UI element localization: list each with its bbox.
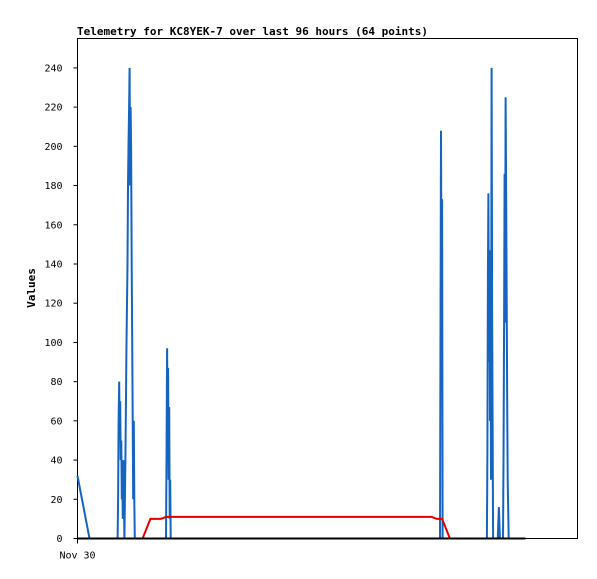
y-tick-label: 140 [44,259,62,270]
y-tick-label: 100 [44,338,62,349]
series-layer [76,67,526,540]
x-tick-label: Nov 30 [59,551,95,562]
y-tick-label: 160 [44,220,62,231]
y-tick-label: 40 [50,456,62,467]
y-tick-label: 120 [44,299,62,310]
series-line-1 [76,67,522,540]
series-line-2 [141,515,451,539]
y-tick-label: 0 [56,534,62,545]
chart-title: Telemetry for KC8YEK-7 over last 96 hour… [77,25,428,38]
y-tick-label: 220 [44,103,62,114]
y-tick-label: 80 [50,377,62,388]
y-axis-ticks: 0 20 40 60 80 100 120 140 160 180 200 220 240 [44,63,78,545]
y-axis-label: Values [25,268,38,308]
plot-area [77,38,578,539]
y-tick-label: 60 [50,416,62,427]
y-tick-label: 20 [50,495,62,506]
y-tick-label: 240 [44,63,62,74]
y-tick-label: 200 [44,142,62,153]
x-axis-ticks: Nov 30 [59,538,96,562]
y-tick-label: 180 [44,181,62,192]
